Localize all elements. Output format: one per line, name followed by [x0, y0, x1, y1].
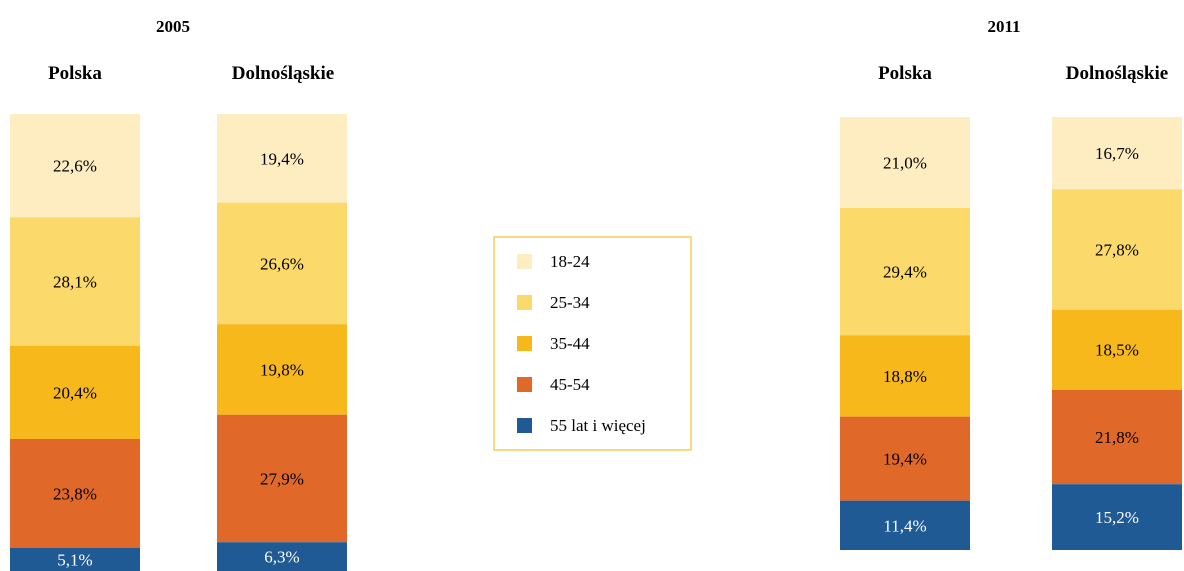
legend-label-45-54: 45-54	[550, 375, 590, 394]
bar-segment-2011-dolnoslaskie-25-34	[1052, 189, 1182, 310]
data-label-2005-polska-25-34: 28,1%	[53, 272, 97, 291]
legend-swatch-55-lat-i-wiecej	[517, 418, 532, 433]
bars-layer: 2005 Polska 22,6% 28,1% 20,4% 23,8% 5,1% Dolnoś…	[10, 17, 1182, 571]
legend-label-35-44: 35-44	[550, 334, 590, 353]
data-label-2011-polska-25-34: 29,4%	[883, 263, 927, 282]
bar-segment-2005-dolnoslaskie-55-lat-i-wiecej	[217, 542, 347, 571]
legend-swatch-25-34	[517, 295, 532, 310]
legend-swatch-35-44	[517, 336, 532, 351]
legend: 18-24 25-34 35-44 45-54 55 lat i więcej	[493, 236, 692, 451]
data-label-2005-dolnoslaskie-35-44: 19,8%	[260, 360, 304, 379]
data-label-2011-polska-35-44: 18,8%	[883, 367, 927, 386]
bar-segment-2011-polska-25-34	[840, 207, 970, 336]
data-label-2005-dolnoslaskie-18-24: 19,4%	[260, 149, 304, 168]
legend-label-25-34: 25-34	[550, 293, 590, 312]
bar-segment-2005-polska-55-lat-i-wiecej	[10, 547, 140, 571]
data-label-2011-dolnoslaskie-18-24: 16,7%	[1095, 144, 1139, 163]
data-label-2011-polska-45-54: 19,4%	[883, 450, 927, 469]
bar-segment-2005-dolnoslaskie-35-44	[217, 324, 347, 415]
data-label-2005-dolnoslaskie-25-34: 26,6%	[260, 254, 304, 273]
data-label-2011-dolnoslaskie-35-44: 18,5%	[1095, 341, 1139, 360]
data-label-2005-polska-18-24: 22,6%	[53, 157, 97, 176]
bar-segment-2005-polska-25-34	[10, 217, 140, 346]
column-title-polska: Polska	[878, 63, 932, 84]
bar-segment-2005-polska-18-24	[10, 114, 140, 218]
bar-segment-2005-dolnoslaskie-45-54	[217, 414, 347, 543]
data-label-2011-polska-55-lat-i-wiecej: 11,4%	[883, 516, 926, 535]
column-title-polska: Polska	[48, 63, 102, 84]
data-label-2011-dolnoslaskie-55-lat-i-wiecej: 15,2%	[1095, 508, 1139, 527]
bar-segment-2011-dolnoslaskie-35-44	[1052, 309, 1182, 390]
bar-segment-2011-dolnoslaskie-55-lat-i-wiecej	[1052, 484, 1182, 550]
year-title-2005: 2005	[156, 17, 190, 36]
bar-segment-2005-dolnoslaskie-18-24	[217, 114, 347, 203]
bar-segment-2011-dolnoslaskie-45-54	[1052, 389, 1182, 485]
data-label-2005-dolnoslaskie-45-54: 27,9%	[260, 469, 304, 488]
legend-label-18-24: 18-24	[550, 252, 590, 271]
data-label-2005-polska-45-54: 23,8%	[53, 484, 97, 503]
column-title-dolnoslaskie: Dolnośląskie	[232, 63, 334, 84]
legend-label-55-lat-i-wiecej: 55 lat i więcej	[550, 416, 646, 435]
year-title-2011: 2011	[987, 17, 1020, 36]
data-label-2005-polska-55-lat-i-wiecej: 5,1%	[57, 550, 92, 569]
bar-segment-2011-polska-35-44	[840, 335, 970, 417]
legend-swatch-18-24	[517, 254, 532, 269]
data-label-2005-dolnoslaskie-55-lat-i-wiecej: 6,3%	[264, 548, 299, 567]
data-label-2005-polska-35-44: 20,4%	[53, 383, 97, 402]
data-label-2011-dolnoslaskie-45-54: 21,8%	[1095, 428, 1139, 447]
column-title-dolnoslaskie: Dolnośląskie	[1066, 63, 1168, 84]
data-label-2011-dolnoslaskie-25-34: 27,8%	[1095, 240, 1139, 259]
bar-segment-2005-dolnoslaskie-25-34	[217, 202, 347, 325]
bar-segment-2011-polska-55-lat-i-wiecej	[840, 500, 970, 550]
bar-segment-2011-polska-45-54	[840, 416, 970, 501]
bar-segment-2011-dolnoslaskie-18-24	[1052, 117, 1182, 190]
legend-swatch-45-54	[517, 377, 532, 392]
data-label-2011-polska-18-24: 21,0%	[883, 153, 927, 172]
bar-segment-2011-polska-18-24	[840, 117, 970, 208]
bar-segment-2005-polska-35-44	[10, 345, 140, 439]
bar-segment-2005-polska-45-54	[10, 438, 140, 548]
